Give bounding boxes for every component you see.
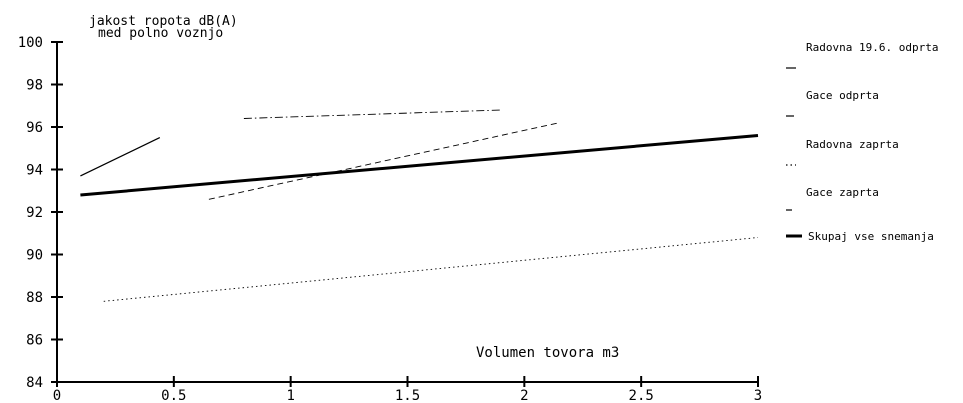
series-line-2 bbox=[103, 237, 759, 302]
legend-label: Gace odprta bbox=[806, 89, 879, 102]
x-tick-label: 2.5 bbox=[629, 388, 654, 403]
x-tick-label: 0.5 bbox=[161, 388, 186, 403]
x-tick-label: 1.5 bbox=[395, 388, 420, 403]
y-axis-ticks: 84 86 88 90 92 94 96 98 100 bbox=[18, 35, 63, 391]
legend: Radovna 19.6. odprta Gace odprta Radovna z… bbox=[786, 41, 938, 243]
x-axis-label: Volumen tovora m3 bbox=[476, 345, 619, 361]
series-line-1 bbox=[243, 109, 502, 119]
y-tick-label: 98 bbox=[26, 78, 43, 94]
series-lines bbox=[80, 109, 759, 302]
chart-title-line-1: jakost ropota dB(A) bbox=[89, 14, 238, 29]
series-line-0 bbox=[80, 137, 161, 177]
x-tick-label: 3 bbox=[754, 388, 762, 403]
series-line-4 bbox=[80, 134, 759, 197]
legend-label: Gace zaprta bbox=[806, 186, 879, 199]
y-tick-label: 100 bbox=[18, 35, 43, 51]
x-axis-ticks: 0 0.5 1 1.5 2 2.5 3 bbox=[53, 376, 762, 403]
y-tick-label: 96 bbox=[26, 120, 43, 136]
chart-title-line-2: med polno voznjo bbox=[98, 26, 223, 41]
x-tick-label: 1 bbox=[286, 388, 294, 403]
axes bbox=[56, 42, 758, 383]
x-tick-label: 0 bbox=[53, 388, 61, 403]
legend-label: Skupaj vse snemanja bbox=[808, 230, 934, 243]
legend-label: Radovna 19.6. odprta bbox=[806, 41, 938, 54]
y-tick-label: 86 bbox=[26, 333, 43, 349]
y-tick-label: 88 bbox=[26, 290, 43, 306]
series-line-3 bbox=[208, 122, 560, 200]
legend-label: Radovna zaprta bbox=[806, 138, 899, 151]
y-tick-label: 92 bbox=[26, 205, 43, 221]
x-tick-label: 2 bbox=[520, 388, 528, 403]
y-tick-label: 94 bbox=[26, 163, 43, 179]
y-tick-label: 84 bbox=[26, 375, 43, 391]
y-tick-label: 90 bbox=[26, 248, 43, 264]
